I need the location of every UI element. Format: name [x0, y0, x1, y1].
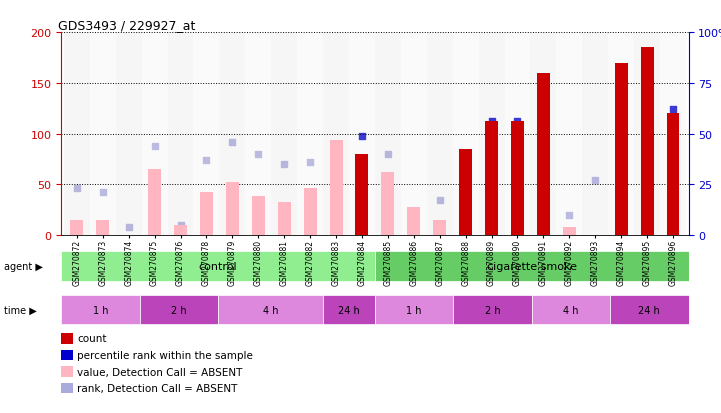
Text: rank, Detection Call = ABSENT: rank, Detection Call = ABSENT — [77, 383, 237, 393]
Bar — [453, 33, 479, 235]
Point — [330, 161, 342, 168]
Bar — [349, 33, 375, 235]
Point — [97, 190, 109, 196]
Point — [382, 151, 394, 158]
Bar — [634, 33, 660, 235]
Bar — [563, 227, 576, 235]
Bar — [459, 150, 472, 235]
Point — [149, 143, 160, 150]
Bar — [97, 220, 110, 235]
Text: time ▶: time ▶ — [4, 305, 36, 315]
Bar — [433, 220, 446, 235]
Bar — [407, 207, 420, 235]
Bar — [140, 295, 218, 325]
Point — [174, 222, 186, 229]
Bar — [531, 33, 557, 235]
Text: cigarette smoke: cigarette smoke — [487, 261, 577, 271]
Bar — [329, 140, 342, 235]
Bar — [479, 33, 505, 235]
Text: 24 h: 24 h — [639, 305, 660, 315]
Bar — [193, 33, 219, 235]
Bar — [90, 33, 115, 235]
Bar — [141, 33, 167, 235]
Text: 1 h: 1 h — [93, 305, 108, 315]
Bar — [252, 197, 265, 235]
Bar — [219, 33, 245, 235]
Bar — [454, 295, 531, 325]
Bar — [218, 295, 323, 325]
Bar — [355, 154, 368, 235]
Bar — [615, 64, 628, 235]
Bar — [71, 220, 84, 235]
Bar — [245, 33, 271, 235]
Point — [278, 161, 290, 168]
Bar — [511, 122, 524, 235]
Bar — [427, 33, 453, 235]
Point — [71, 185, 83, 192]
Text: GDS3493 / 229927_at: GDS3493 / 229927_at — [58, 19, 195, 32]
Point — [356, 133, 368, 140]
Text: count: count — [77, 334, 107, 344]
Text: value, Detection Call = ABSENT: value, Detection Call = ABSENT — [77, 367, 242, 377]
Bar — [323, 295, 375, 325]
Text: 4 h: 4 h — [262, 305, 278, 315]
Point — [538, 102, 549, 109]
Bar — [61, 295, 140, 325]
Bar — [610, 295, 689, 325]
Point — [200, 157, 212, 164]
Bar — [660, 33, 686, 235]
Bar — [323, 33, 349, 235]
Bar — [61, 252, 375, 281]
Point — [667, 107, 678, 113]
Point — [616, 102, 627, 109]
Text: 4 h: 4 h — [563, 305, 579, 315]
Bar — [61, 350, 73, 361]
Bar — [115, 33, 141, 235]
Text: 2 h: 2 h — [171, 305, 187, 315]
Bar — [297, 33, 323, 235]
Point — [123, 224, 134, 230]
Text: 24 h: 24 h — [338, 305, 360, 315]
Bar — [278, 202, 291, 235]
Text: 1 h: 1 h — [407, 305, 422, 315]
Point — [304, 159, 316, 166]
Bar — [174, 225, 187, 235]
Bar — [609, 33, 634, 235]
Bar — [666, 114, 679, 235]
Bar — [226, 183, 239, 235]
Bar — [375, 295, 454, 325]
Bar — [148, 170, 161, 235]
Bar — [375, 33, 401, 235]
Bar — [61, 333, 73, 344]
Bar — [381, 173, 394, 235]
Point — [641, 102, 653, 109]
Point — [252, 151, 264, 158]
Point — [226, 139, 238, 146]
Bar — [61, 383, 73, 394]
Bar — [485, 122, 498, 235]
Point — [564, 212, 575, 218]
Point — [434, 198, 446, 204]
Bar — [200, 193, 213, 235]
Point — [512, 119, 523, 126]
Point — [590, 178, 601, 184]
Bar — [61, 366, 73, 377]
Point — [486, 119, 497, 126]
Bar — [375, 252, 689, 281]
Text: agent ▶: agent ▶ — [4, 261, 43, 271]
Bar — [271, 33, 297, 235]
Bar — [557, 33, 583, 235]
Bar — [640, 48, 653, 235]
Bar — [401, 33, 427, 235]
Bar — [583, 33, 609, 235]
Bar — [304, 189, 317, 235]
Bar — [167, 33, 193, 235]
Bar — [531, 295, 610, 325]
Text: percentile rank within the sample: percentile rank within the sample — [77, 350, 253, 360]
Bar — [537, 74, 550, 235]
Bar — [64, 33, 90, 235]
Bar — [505, 33, 531, 235]
Text: 2 h: 2 h — [485, 305, 500, 315]
Text: control: control — [199, 261, 237, 271]
